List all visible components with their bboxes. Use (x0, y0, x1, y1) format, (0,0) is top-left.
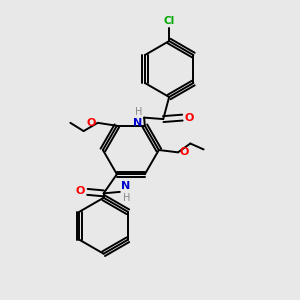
Text: N: N (121, 181, 130, 191)
Text: O: O (76, 186, 85, 196)
Text: H: H (123, 194, 131, 203)
Text: Cl: Cl (164, 16, 175, 26)
Text: O: O (87, 118, 96, 128)
Text: N: N (134, 118, 142, 128)
Text: H: H (135, 107, 142, 117)
Text: O: O (185, 112, 194, 123)
Text: O: O (179, 147, 189, 158)
